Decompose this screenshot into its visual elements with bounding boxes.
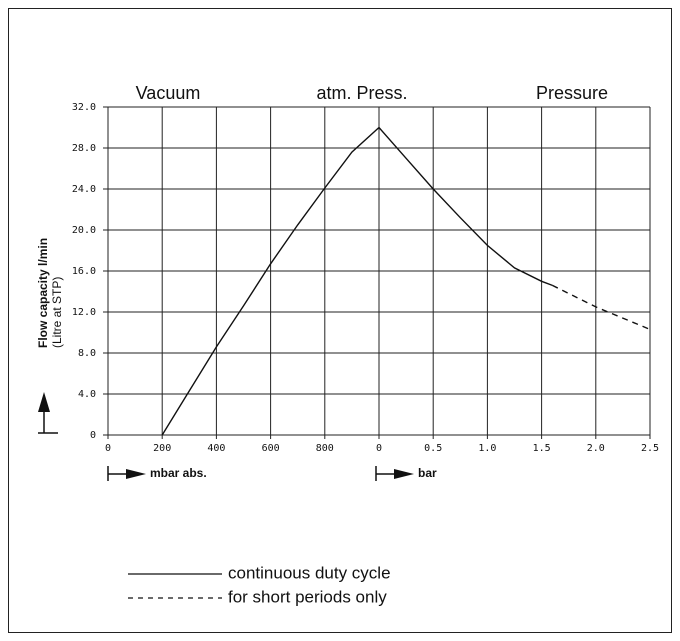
y-tick-label: 32.0	[72, 102, 96, 113]
annotation: Pressure	[536, 83, 608, 103]
y-arrow	[38, 392, 58, 434]
y-tick-label: 8.0	[78, 348, 96, 359]
x2-tick-label: 2.5	[641, 443, 659, 454]
legend-label: continuous duty cycle	[228, 563, 391, 582]
x2-tick-label: 1.5	[533, 443, 551, 454]
x-axis-label: mbar abs.	[150, 466, 207, 480]
frame	[8, 8, 672, 633]
x-tick-label: 400	[207, 443, 225, 454]
y-tick-label: 0	[90, 430, 96, 441]
annotation: atm. Press.	[316, 83, 407, 103]
x2-tick-label: 0.5	[424, 443, 442, 454]
y-tick-label: 12.0	[72, 307, 96, 318]
y-axis-label: Flow capacity l/min	[36, 238, 50, 348]
y-axis-sublabel: (Litre at STP)	[50, 277, 64, 348]
x-arrow	[107, 466, 414, 481]
x2-tick-label: 2.0	[587, 443, 605, 454]
y-tick-label: 28.0	[72, 143, 96, 154]
x2-tick-label: 1.0	[478, 443, 496, 454]
y-tick-label: 16.0	[72, 266, 96, 277]
series-line	[552, 284, 651, 331]
x-tick-label: 800	[316, 443, 334, 454]
y-tick-label: 20.0	[72, 225, 96, 236]
legend-label: for short periods only	[228, 587, 387, 606]
annotation: Vacuum	[136, 83, 201, 103]
y-tick-label: 24.0	[72, 184, 96, 195]
y-tick-label: 4.0	[78, 389, 96, 400]
x-tick-label: 0	[105, 443, 111, 454]
series-line	[378, 127, 553, 287]
x2-tick-label: 0	[376, 443, 382, 454]
x-tick-label: 600	[262, 443, 280, 454]
x2-axis-label: bar	[418, 466, 437, 480]
x-tick-label: 200	[153, 443, 171, 454]
series-line	[161, 126, 380, 436]
